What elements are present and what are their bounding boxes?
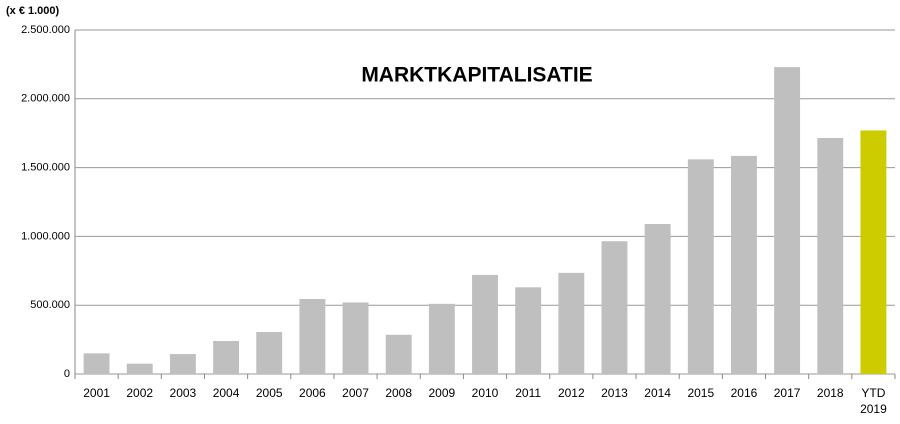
y-axis-label: (x € 1.000) [6, 5, 60, 17]
y-tick-label: 1.000.000 [21, 230, 70, 242]
bar [644, 224, 671, 374]
bar [83, 353, 110, 374]
bar [256, 332, 283, 374]
x-tick-label: 2015 [687, 386, 714, 400]
x-tick-label: 2005 [256, 386, 283, 400]
x-tick-label: 2013 [601, 386, 628, 400]
bar [687, 159, 714, 374]
x-tick-label: 2009 [428, 386, 455, 400]
bar [731, 155, 757, 374]
bar [774, 67, 801, 374]
bar [860, 130, 887, 374]
x-tick-label: 2006 [299, 386, 326, 400]
bar [169, 354, 196, 374]
y-tick-label: 1.500.000 [21, 162, 70, 174]
bar [428, 303, 455, 374]
x-tick-label: 2002 [126, 386, 153, 400]
bar [817, 138, 844, 374]
x-tick-label: 2001 [83, 386, 110, 400]
x-tick-label: 2012 [558, 386, 585, 400]
chart-title: MARKTKAPITALISATIE [361, 64, 592, 87]
y-tick-label: 2.000.000 [21, 93, 70, 105]
x-tick-label: 2017 [774, 386, 801, 400]
bar [213, 340, 239, 374]
x-tick-label: 2016 [731, 386, 758, 400]
y-tick-label: 2.500.000 [21, 24, 70, 36]
x-tick-label: 2007 [342, 386, 369, 400]
bar [385, 334, 412, 374]
y-tick-label: 500.000 [30, 299, 70, 311]
bar [342, 302, 369, 374]
bar [472, 274, 498, 374]
y-tick-label: 0 [64, 368, 70, 380]
x-tick-label: 2014 [644, 386, 671, 400]
x-tick-label: 2003 [170, 386, 197, 400]
x-tick-label: 2018 [817, 386, 844, 400]
x-tick-label: 2008 [385, 386, 412, 400]
x-tick-label: YTD 2019 [860, 386, 887, 416]
bar [126, 363, 153, 374]
bar [299, 299, 326, 374]
x-tick-label: 2004 [213, 386, 240, 400]
bar [515, 287, 542, 374]
x-tick-label: 2011 [515, 386, 541, 400]
bar [558, 272, 585, 374]
x-tick-label: 2010 [472, 386, 499, 400]
bar [601, 241, 628, 374]
